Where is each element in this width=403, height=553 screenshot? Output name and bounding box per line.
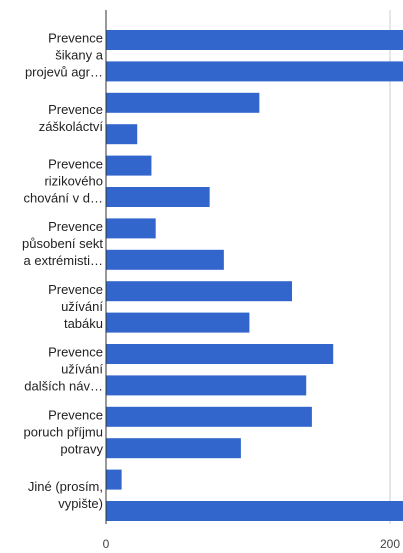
category-label-line: Prevence [48, 31, 103, 46]
bar-4 [106, 124, 138, 145]
gridlines [389, 10, 391, 524]
category-label-line: rizikového [44, 173, 103, 188]
category-label-4: Prevence působení sekt a extrémisti… [22, 219, 103, 268]
category-label-line: vypište) [58, 496, 103, 511]
bar-5 [106, 155, 152, 176]
category-label-line: a extrémisti… [24, 253, 103, 268]
category-label-line: Prevence [48, 408, 103, 423]
bar-12 [106, 375, 307, 396]
category-label-line: užívání [61, 299, 103, 314]
category-label-line: chování v d… [24, 190, 104, 205]
category-label-line: Jiné (prosím, [28, 479, 103, 494]
bar-6 [106, 187, 210, 207]
category-label-line: potravy [60, 442, 103, 457]
category-labels: Prevence šikany a projevů agr… Prevence zášk… [22, 31, 104, 511]
bar-11 [106, 344, 334, 364]
category-label-line: poruch příjmu [24, 425, 103, 440]
category-label-line: projevů agr… [25, 65, 103, 80]
bar-9 [106, 281, 293, 302]
bar-16 [106, 501, 403, 521]
bar-7 [106, 218, 156, 239]
category-label-3: Prevence rizikového chování v d… [24, 156, 104, 205]
x-tick-labels: 0200400 [103, 537, 401, 551]
category-label-7: Prevence poruch příjmu potravy [24, 408, 104, 457]
category-label-1: Prevence šikany a projevů agr… [25, 31, 104, 80]
category-label-line: dalších náv… [24, 379, 103, 394]
category-label-line: Prevence [48, 102, 103, 117]
bar-1 [106, 30, 403, 50]
category-label-line: Prevence [48, 219, 103, 234]
category-label-line: užívání [61, 362, 103, 377]
category-label-8: Jiné (prosím, vypište) [28, 479, 103, 511]
category-label-6: Prevence užívání dalších náv… [24, 345, 103, 394]
x-tick-label-0: 0 [103, 537, 110, 551]
category-label-line: šikany a [55, 48, 103, 63]
category-label-line: tabáku [64, 316, 103, 331]
x-tick-label-200: 200 [380, 537, 400, 551]
bar-15 [106, 469, 122, 490]
category-label-line: záškoláctví [39, 119, 104, 134]
bar-10 [106, 312, 250, 333]
bar-2 [106, 61, 403, 82]
category-label-line: Prevence [48, 282, 103, 297]
bar-3 [106, 92, 260, 113]
bar-14 [106, 438, 241, 459]
category-label-line: Prevence [48, 345, 103, 360]
category-label-line: Prevence [48, 156, 103, 171]
bar-8 [106, 249, 224, 270]
category-label-5: Prevence užívání tabáku [48, 282, 103, 331]
bars [106, 30, 403, 521]
category-label-line: působení sekt [22, 236, 103, 251]
bar-13 [106, 406, 312, 427]
category-label-2: Prevence záškoláctví [39, 102, 104, 134]
